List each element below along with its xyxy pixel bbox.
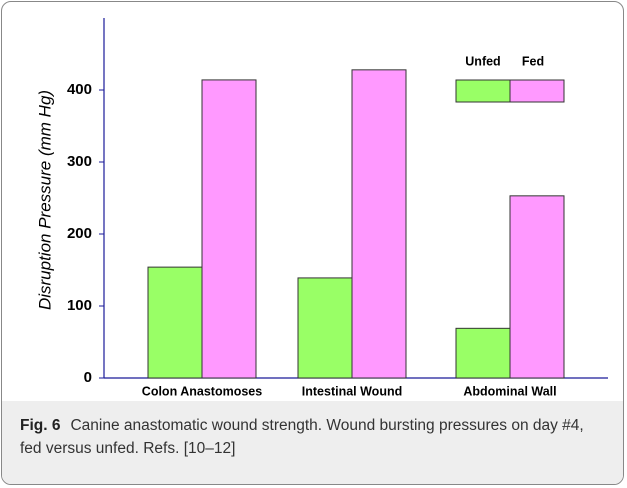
y-tick-label: 300: [67, 153, 92, 170]
x-tick-label: Abdominal Wall: [463, 384, 556, 398]
legend-swatch: [509, 79, 565, 103]
y-tick-label: 400: [67, 81, 92, 98]
bar: [455, 327, 511, 379]
x-tick-label: Colon Anastomoses: [142, 384, 262, 398]
legend-label: Unfed: [465, 54, 500, 68]
caption-label: Fig. 6: [20, 417, 61, 434]
y-axis-label: Disruption Pressure (mm Hg): [35, 90, 54, 310]
bar: [147, 266, 203, 379]
y-tick-label: 0: [84, 369, 92, 386]
bar: [351, 69, 407, 379]
chart: Disruption Pressure (mm Hg) 0 100 200 300 40…: [35, 18, 608, 398]
legend-swatch: [455, 79, 511, 103]
bar: [509, 195, 565, 379]
x-tick-label: Intestinal Wound: [302, 384, 402, 398]
caption-text: Canine anastomatic wound strength. Wound…: [20, 417, 584, 457]
bar: [297, 277, 353, 379]
y-tick-label: 200: [67, 225, 92, 242]
caption: Fig. 6 Canine anastomatic wound strength.…: [2, 401, 623, 484]
bar: [201, 79, 257, 379]
legend-label: Fed: [522, 54, 544, 68]
y-tick-label: 100: [67, 297, 92, 314]
